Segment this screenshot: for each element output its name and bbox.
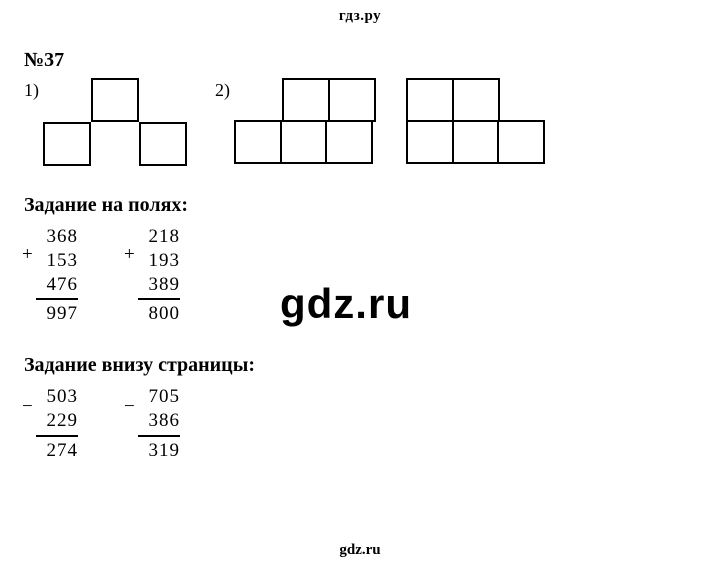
calc3-result: 274 xyxy=(36,435,78,463)
calc3-a: 503 xyxy=(36,385,78,409)
calc2-b: 193 xyxy=(138,249,180,273)
shape-group-2: 2) xyxy=(215,78,378,166)
calc-1: 368 + 153 476 997 xyxy=(36,225,78,326)
calc4-a: 705 xyxy=(138,385,180,409)
calc4-b: 386 xyxy=(138,409,180,433)
page-footer: gdz.ru xyxy=(0,542,720,559)
section-1-title: Задание на полях: xyxy=(24,194,720,217)
calc2-a: 218 xyxy=(138,225,180,249)
shape-group-1: 1) xyxy=(24,78,187,166)
shape-label-2: 2) xyxy=(215,80,230,101)
shape-label-1: 1) xyxy=(24,80,39,101)
calc1-b: 153 xyxy=(36,249,78,273)
shape-2a xyxy=(234,78,378,166)
calc4-result: 319 xyxy=(138,435,180,463)
minus-icon: − xyxy=(124,395,135,419)
plus-icon: + xyxy=(124,243,135,267)
shape-2b xyxy=(406,78,550,166)
shapes-row: 1) 2) xyxy=(24,78,720,166)
shape-1 xyxy=(43,78,187,166)
plus-icon: + xyxy=(22,243,33,267)
task-number: №37 xyxy=(24,49,720,72)
calc2-c: 389 xyxy=(138,273,180,297)
shape-group-3 xyxy=(406,78,550,166)
calc-2: 218 + 193 389 800 xyxy=(138,225,180,326)
calc-3: 503 − 229 274 xyxy=(36,385,78,462)
calc2-result: 800 xyxy=(138,298,180,326)
section-2-title: Задание внизу страницы: xyxy=(24,354,720,377)
calc1-a: 368 xyxy=(36,225,78,249)
calc-row-2: 503 − 229 274 705 − 386 319 xyxy=(36,385,720,462)
watermark: gdz.ru xyxy=(280,280,412,328)
calc1-c: 476 xyxy=(36,273,78,297)
minus-icon: − xyxy=(22,395,33,419)
calc1-result: 997 xyxy=(36,298,78,326)
page-header: гдз.ру xyxy=(0,0,720,25)
calc-4: 705 − 386 319 xyxy=(138,385,180,462)
calc3-b: 229 xyxy=(36,409,78,433)
